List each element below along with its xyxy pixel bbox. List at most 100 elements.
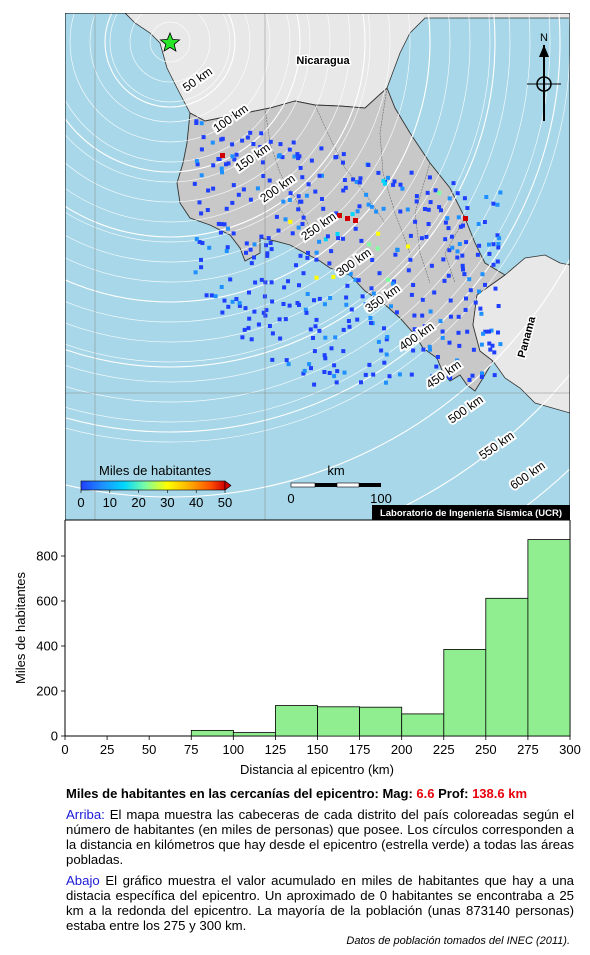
population-marker [263,313,268,318]
population-marker [320,173,324,178]
population-marker [194,121,199,125]
population-marker [392,279,396,284]
distance-ring [104,13,236,108]
population-marker [265,251,270,256]
legend-tick-label: 30 [160,495,174,510]
population-marker [194,159,199,164]
population-marker [381,206,386,211]
population-marker [477,243,482,248]
population-marker [219,285,224,289]
population-marker [420,297,425,302]
population-marker [357,180,362,185]
population-marker [461,223,465,228]
scale-tick-0: 0 [287,491,294,506]
population-marker [267,324,272,328]
population-marker [322,302,327,307]
x-tick-label: 250 [475,742,497,757]
population-marker [345,283,350,288]
population-marker [263,280,268,285]
population-marker [334,380,339,385]
caption-title-prefix: Miles de habitantes en las cercanías del… [66,786,413,801]
panama-land [472,254,570,414]
population-marker [235,162,240,167]
north-label: N [540,32,548,44]
fine-ring [129,13,211,83]
population-marker [394,310,399,315]
population-marker [256,322,261,327]
population-marker [386,175,390,180]
population-marker [335,232,340,236]
population-marker [448,298,453,303]
population-marker-high [353,218,358,223]
population-marker [192,181,197,186]
fine-ring [65,13,391,263]
population-marker [498,342,503,347]
population-marker [317,239,322,244]
population-marker [323,335,328,340]
population-marker [438,319,443,324]
histogram-bar [401,713,445,737]
population-marker [371,291,376,296]
population-marker [286,279,290,284]
histogram-ylabel: Miles de habitantes [13,571,28,684]
population-marker [264,308,269,313]
population-marker [458,224,463,229]
population-marker [456,330,461,335]
population-marker [353,277,358,282]
population-marker [342,370,347,375]
population-marker [266,236,271,241]
population-marker [270,331,275,336]
population-marker [317,296,322,301]
population-marker [313,189,318,194]
population-marker [334,155,339,159]
population-marker [408,233,413,238]
population-marker [258,154,263,159]
distance-ring [65,13,496,368]
scale-unit: km [327,463,344,478]
population-marker [468,288,473,293]
population-marker [428,309,433,314]
population-marker [248,130,253,135]
population-marker [314,275,319,280]
population-marker [305,292,310,296]
caption-paragraph-bottom: Abajo El gráfico muestra el valor acumul… [66,873,574,933]
population-marker [278,336,283,341]
population-marker [344,295,349,300]
population-marker [222,222,227,227]
population-marker [287,303,292,308]
histogram-xlabel: Distancia al epicentro (km) [240,762,394,777]
y-tick-label: 800 [36,549,58,564]
population-marker [471,347,476,352]
population-marker [426,222,431,226]
population-marker [419,236,424,241]
population-marker [484,195,489,199]
population-marker [447,248,452,253]
population-marker [207,245,212,250]
population-marker [433,188,438,193]
population-marker [493,286,498,291]
population-marker [303,307,308,312]
population-marker [266,146,271,150]
population-marker [356,278,361,283]
population-marker [385,277,390,282]
population-marker [199,211,204,216]
population-marker [306,250,310,255]
population-marker [456,215,461,220]
population-marker [291,140,296,145]
fine-ring [65,13,570,443]
population-marker [278,142,283,147]
histogram-bar [190,729,234,737]
population-marker [195,162,200,167]
x-tick-label: 300 [559,742,581,757]
population-marker [455,358,460,363]
population-marker [296,194,301,199]
population-marker [311,336,315,340]
population-marker [342,178,347,182]
population-marker [470,373,475,378]
population-marker [463,307,468,312]
population-marker [382,326,386,331]
population-marker [328,296,333,300]
histogram-bar [317,706,360,737]
distance-ring [65,13,301,173]
population-marker [496,304,501,308]
